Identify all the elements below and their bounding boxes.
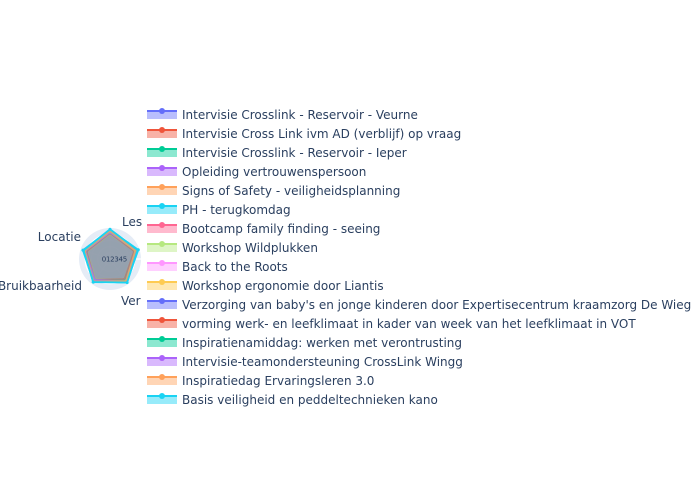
axis-label: Ver xyxy=(121,294,141,308)
legend-marker xyxy=(159,298,165,304)
radial-tick-label: 5 xyxy=(123,256,127,264)
legend-swatch xyxy=(147,130,177,138)
legend-swatch xyxy=(147,320,177,328)
legend-swatch xyxy=(147,225,177,233)
legend-swatch xyxy=(147,168,177,176)
legend-marker xyxy=(159,165,165,171)
series-polygon[interactable] xyxy=(85,232,136,281)
legend-item[interactable]: Intervisie Cross Link ivm AD (verblijf) … xyxy=(147,127,461,141)
legend-swatch xyxy=(147,263,177,271)
legend-label: Intervisie Crosslink - Reservoir - Veurn… xyxy=(182,108,418,122)
legend-label: Opleiding vertrouwenspersoon xyxy=(182,165,366,179)
legend-item[interactable]: vorming werk- en leefklimaat in kader va… xyxy=(147,317,636,331)
legend-marker xyxy=(159,203,165,209)
series-polygon[interactable] xyxy=(83,230,137,283)
legend-swatch xyxy=(147,187,177,195)
series-group xyxy=(81,227,140,285)
legend-label: Intervisie Cross Link ivm AD (verblijf) … xyxy=(182,127,461,141)
legend-swatch xyxy=(147,206,177,214)
legend-marker xyxy=(159,146,165,152)
legend-item[interactable]: Verzorging van baby's en jonge kinderen … xyxy=(147,298,691,312)
legend: Intervisie Crosslink - Reservoir - Veurn… xyxy=(147,108,691,407)
legend-item[interactable]: Intervisie Crosslink - Reservoir - Ieper xyxy=(147,146,407,160)
legend-marker xyxy=(159,108,165,114)
legend-item[interactable]: Inspiratiedag Ervaringsleren 3.0 xyxy=(147,374,374,388)
legend-label: PH - terugkomdag xyxy=(182,203,291,217)
legend-marker xyxy=(159,260,165,266)
radial-tick-label: 4 xyxy=(119,256,124,264)
legend-item[interactable]: Intervisie Crosslink - Reservoir - Veurn… xyxy=(147,108,418,122)
legend-marker xyxy=(159,393,165,399)
legend-swatch xyxy=(147,111,177,119)
legend-marker xyxy=(159,279,165,285)
legend-swatch xyxy=(147,301,177,309)
series-point[interactable] xyxy=(136,248,140,252)
legend-marker xyxy=(159,355,165,361)
legend-marker xyxy=(159,127,165,133)
legend-item[interactable]: Opleiding vertrouwenspersoon xyxy=(147,165,366,179)
legend-swatch xyxy=(147,377,177,385)
legend-label: Bootcamp family finding - seeing xyxy=(182,222,380,236)
legend-item[interactable]: Signs of Safety - veiligheidsplanning xyxy=(147,184,400,198)
series-point[interactable] xyxy=(133,249,137,253)
axis-label: Les xyxy=(122,215,142,229)
legend-item[interactable]: Bootcamp family finding - seeing xyxy=(147,222,380,236)
legend-item[interactable]: Back to the Roots xyxy=(147,260,288,274)
legend-marker xyxy=(159,184,165,190)
legend-label: Intervisie Crosslink - Reservoir - Ieper xyxy=(182,146,407,160)
legend-item[interactable]: Workshop ergonomie door Liantis xyxy=(147,279,384,293)
legend-label: Workshop ergonomie door Liantis xyxy=(182,279,384,293)
legend-label: vorming werk- en leefklimaat in kader va… xyxy=(182,317,636,331)
legend-item[interactable]: Workshop Wildplukken xyxy=(147,241,318,255)
legend-label: Intervisie-teamondersteuning CrossLink W… xyxy=(182,355,463,369)
legend-label: Inspiratiedag Ervaringsleren 3.0 xyxy=(182,374,374,388)
legend-label: Signs of Safety - veiligheidsplanning xyxy=(182,184,400,198)
legend-label: Inspiratienamiddag: werken met verontrus… xyxy=(182,336,462,350)
legend-item[interactable]: Intervisie-teamondersteuning CrossLink W… xyxy=(147,355,463,369)
legend-swatch xyxy=(147,244,177,252)
legend-label: Verzorging van baby's en jonge kinderen … xyxy=(182,298,691,312)
axis-label: Locatie xyxy=(38,230,81,244)
legend-swatch xyxy=(147,149,177,157)
angular-axis-labels: Les Locatie Bruikbaarheid Ver xyxy=(0,215,142,308)
legend-swatch xyxy=(147,396,177,404)
legend-item[interactable]: PH - terugkomdag xyxy=(147,203,291,217)
legend-marker xyxy=(159,222,165,228)
radial-tick-label: 0 xyxy=(102,256,106,264)
legend-label: Basis veiligheid en peddeltechnieken kan… xyxy=(182,393,438,407)
legend-swatch xyxy=(147,282,177,290)
legend-swatch xyxy=(147,358,177,366)
legend-marker xyxy=(159,241,165,247)
legend-swatch xyxy=(147,339,177,347)
legend-label: Back to the Roots xyxy=(182,260,288,274)
series-point[interactable] xyxy=(81,248,85,252)
radial-tick-label: 1 xyxy=(106,256,110,264)
radial-tick-label: 2 xyxy=(110,256,114,264)
radial-tick-label: 3 xyxy=(114,256,118,264)
series-polygon[interactable] xyxy=(82,228,139,284)
series-point[interactable] xyxy=(125,281,129,285)
legend-marker xyxy=(159,336,165,342)
legend-item[interactable]: Basis veiligheid en peddeltechnieken kan… xyxy=(147,393,438,407)
series-point[interactable] xyxy=(108,227,112,231)
series-point[interactable] xyxy=(91,280,95,284)
axis-label: Bruikbaarheid xyxy=(0,279,82,293)
legend-item[interactable]: Inspiratienamiddag: werken met verontrus… xyxy=(147,336,462,350)
legend-label: Workshop Wildplukken xyxy=(182,241,318,255)
legend-marker xyxy=(159,374,165,380)
legend-marker xyxy=(159,317,165,323)
